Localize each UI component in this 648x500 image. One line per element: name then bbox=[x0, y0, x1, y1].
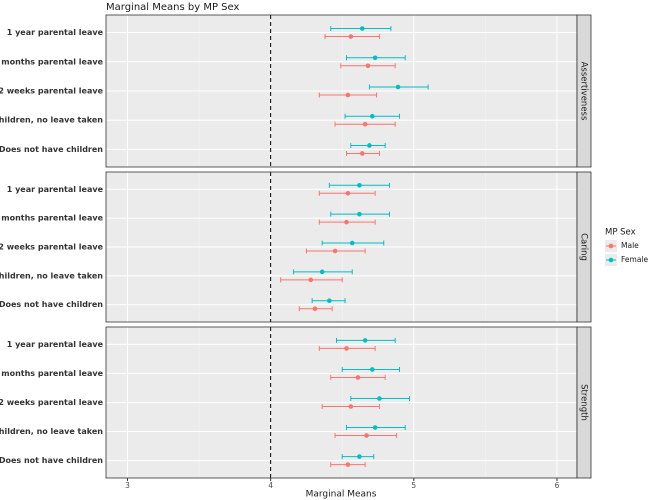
y-tick-label: 1 year parental leave bbox=[7, 28, 104, 37]
y-tick-label: Has children, no leave taken bbox=[0, 116, 103, 125]
point bbox=[312, 306, 318, 311]
point bbox=[345, 462, 351, 467]
point bbox=[357, 454, 362, 459]
strip-label: Caring bbox=[579, 233, 589, 261]
point bbox=[357, 183, 362, 188]
legend-label: Female bbox=[621, 255, 648, 264]
y-tick-label: Has children, no leave taken bbox=[0, 427, 103, 436]
point bbox=[345, 191, 351, 196]
point bbox=[327, 298, 332, 303]
x-tick-label: 4 bbox=[268, 481, 273, 490]
y-tick-label: 2 weeks parental leave bbox=[0, 398, 104, 407]
y-tick-label: 6 months parental leave bbox=[0, 214, 104, 223]
point bbox=[362, 338, 368, 343]
point bbox=[362, 121, 368, 127]
point bbox=[372, 425, 378, 430]
strip bbox=[576, 171, 592, 323]
point bbox=[348, 34, 354, 39]
point bbox=[395, 84, 401, 90]
point bbox=[367, 143, 372, 148]
y-tick-label: 6 months parental leave bbox=[0, 57, 104, 66]
strip-label: Strength bbox=[579, 384, 589, 421]
x-tick-label: 6 bbox=[555, 481, 560, 490]
x-axis-title: Marginal Means bbox=[306, 490, 377, 500]
y-tick-label: 2 weeks parental leave bbox=[0, 87, 104, 96]
y-tick-label: 6 months parental leave bbox=[0, 369, 104, 378]
y-tick-label: 2 weeks parental leave bbox=[0, 243, 104, 252]
strip-label: Assertiveness bbox=[579, 62, 589, 121]
y-tick-label: Does not have children bbox=[0, 300, 103, 309]
point bbox=[369, 113, 375, 119]
point bbox=[359, 151, 365, 156]
legend-title: MP Sex bbox=[605, 228, 636, 238]
y-tick-label: Does not have children bbox=[0, 456, 103, 465]
y-tick-label: Has children, no leave taken bbox=[0, 271, 103, 280]
point bbox=[369, 367, 375, 372]
point bbox=[348, 404, 354, 409]
point bbox=[332, 248, 338, 254]
x-tick-label: 5 bbox=[411, 481, 416, 490]
point bbox=[349, 240, 355, 246]
point bbox=[355, 375, 361, 380]
point bbox=[345, 92, 351, 98]
point bbox=[308, 277, 314, 283]
point bbox=[365, 63, 371, 69]
y-tick-label: Does not have children bbox=[0, 145, 103, 154]
chart-title: Marginal Means by MP Sex bbox=[106, 2, 239, 13]
point bbox=[377, 396, 382, 401]
y-tick-label: 1 year parental leave bbox=[7, 185, 104, 194]
point bbox=[357, 211, 362, 217]
point bbox=[344, 219, 349, 225]
point bbox=[372, 55, 378, 61]
point bbox=[359, 26, 365, 31]
legend-marker bbox=[608, 243, 614, 249]
legend-marker bbox=[608, 257, 614, 263]
point bbox=[364, 433, 369, 438]
y-tick-label: 1 year parental leave bbox=[7, 340, 104, 349]
point bbox=[319, 269, 325, 275]
legend-label: Male bbox=[621, 241, 639, 250]
strip bbox=[576, 14, 592, 168]
x-tick-label: 3 bbox=[125, 481, 130, 490]
point bbox=[344, 346, 349, 351]
strip bbox=[576, 326, 592, 479]
